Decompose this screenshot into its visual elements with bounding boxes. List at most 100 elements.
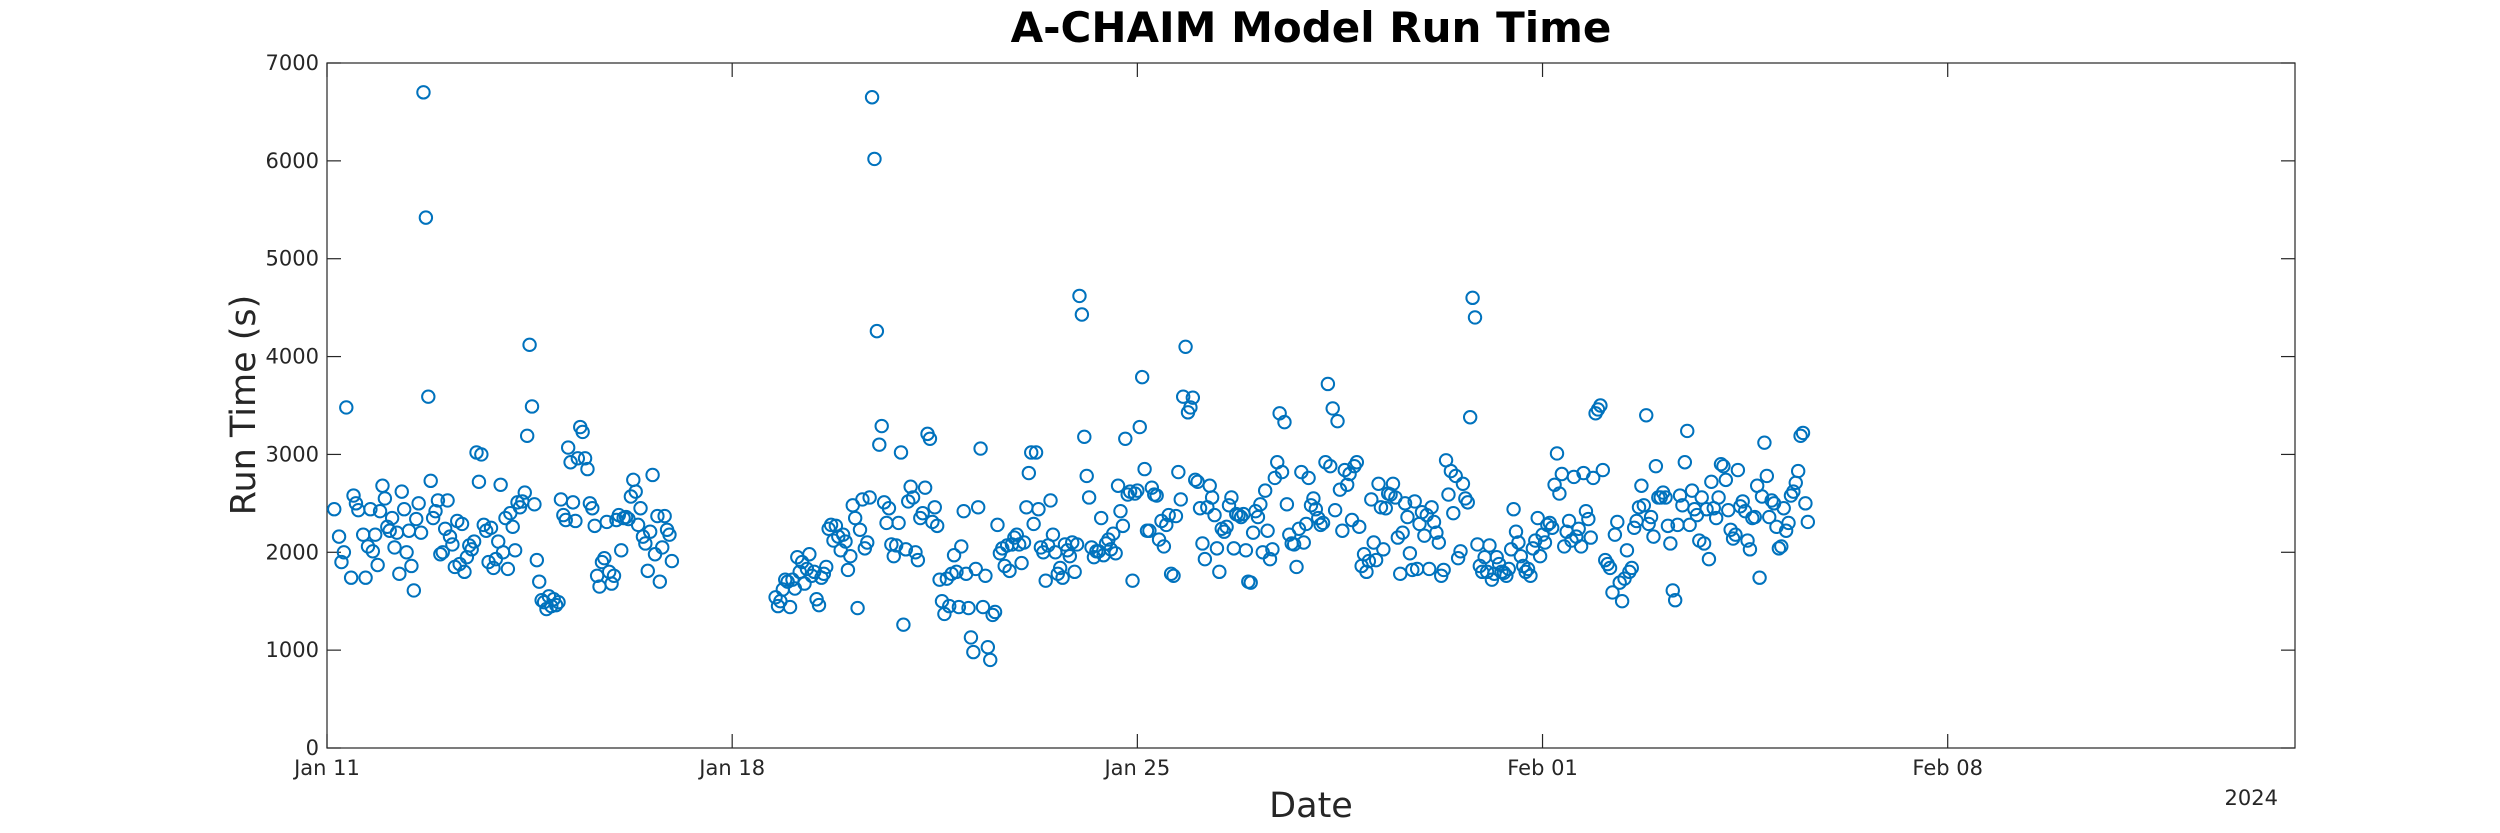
data-point — [1740, 533, 1755, 548]
data-point — [1407, 494, 1422, 509]
data-point — [585, 501, 600, 516]
data-point — [802, 547, 817, 562]
data-point — [339, 400, 354, 415]
data-point — [896, 617, 911, 632]
data-point — [1257, 483, 1273, 498]
data-point — [927, 500, 942, 515]
data-point — [1460, 495, 1475, 510]
data-point — [1684, 483, 1700, 498]
data-point — [464, 542, 479, 557]
y-tick-label: 1000 — [266, 638, 319, 662]
data-point — [1506, 502, 1521, 517]
data-point — [1339, 477, 1355, 492]
data-point — [614, 543, 629, 558]
data-point — [493, 477, 508, 492]
data-point — [1446, 505, 1461, 521]
data-points — [327, 85, 1816, 668]
data-point — [1663, 536, 1678, 551]
data-point — [1639, 408, 1654, 423]
data-point — [1795, 425, 1811, 441]
data-point — [1385, 476, 1401, 491]
data-point — [1185, 390, 1201, 405]
data-point — [1262, 551, 1278, 567]
data-point — [1224, 490, 1239, 505]
x-tick-label: Feb 08 — [1912, 756, 1983, 780]
data-point — [1711, 490, 1726, 505]
data-point — [1610, 514, 1625, 530]
data-point — [1306, 491, 1321, 506]
data-point — [1511, 535, 1526, 550]
data-point — [1253, 497, 1268, 512]
data-point — [406, 583, 422, 598]
data-point — [638, 536, 653, 551]
data-point — [1571, 521, 1586, 536]
data-point — [840, 562, 856, 578]
data-point — [404, 558, 419, 574]
data-point — [409, 511, 424, 527]
data-point — [498, 510, 513, 526]
data-point — [1134, 369, 1150, 385]
data-point — [1125, 573, 1140, 588]
data-point — [987, 604, 1003, 620]
data-point — [1426, 514, 1442, 530]
data-point — [1665, 583, 1680, 598]
data-point — [898, 542, 914, 557]
data-point — [1219, 519, 1234, 535]
x-tick-label: Jan 11 — [292, 756, 360, 780]
data-point — [1701, 551, 1717, 567]
data-point — [939, 571, 955, 586]
data-point — [1513, 549, 1529, 564]
data-point — [1308, 502, 1324, 517]
data-point — [1455, 476, 1471, 491]
data-point — [1352, 519, 1367, 535]
data-point — [1014, 555, 1029, 571]
data-point — [483, 520, 499, 536]
data-point — [1462, 410, 1478, 425]
data-point — [387, 540, 402, 555]
data-point — [363, 502, 378, 517]
data-point — [1327, 503, 1343, 518]
data-point — [1149, 488, 1164, 503]
data-point — [1626, 520, 1642, 536]
data-point — [1759, 468, 1775, 484]
data-point — [905, 490, 921, 505]
data-point — [1561, 513, 1577, 529]
data-point — [517, 485, 532, 500]
data-point — [1619, 543, 1635, 558]
data-point — [874, 418, 889, 434]
data-point — [1238, 543, 1254, 558]
data-point — [650, 508, 665, 524]
data-point — [932, 572, 947, 587]
data-point — [1118, 431, 1133, 446]
data-point — [1757, 435, 1772, 450]
data-point — [1778, 523, 1794, 538]
data-point — [1450, 550, 1466, 566]
data-point — [869, 323, 885, 339]
data-point — [1342, 466, 1357, 482]
data-point — [1093, 510, 1109, 526]
data-point — [563, 455, 578, 470]
data-point — [1552, 486, 1567, 501]
data-point — [1002, 563, 1017, 579]
data-point — [961, 600, 976, 616]
data-point — [1532, 549, 1548, 564]
data-point — [399, 545, 414, 560]
data-point — [1682, 517, 1697, 533]
data-point — [565, 495, 581, 510]
data-point — [968, 561, 983, 577]
x-axis-label: Date — [1269, 786, 1353, 826]
data-point — [881, 501, 897, 516]
data-point — [1330, 413, 1345, 429]
data-point — [1646, 529, 1661, 544]
data-point — [642, 524, 658, 539]
data-point — [922, 431, 938, 446]
data-point — [633, 501, 648, 516]
data-point — [423, 473, 438, 489]
data-point — [963, 630, 979, 645]
data-point — [527, 497, 542, 512]
y-tick-label: 7000 — [266, 51, 319, 75]
data-point — [1127, 486, 1143, 501]
data-point — [1378, 501, 1393, 516]
